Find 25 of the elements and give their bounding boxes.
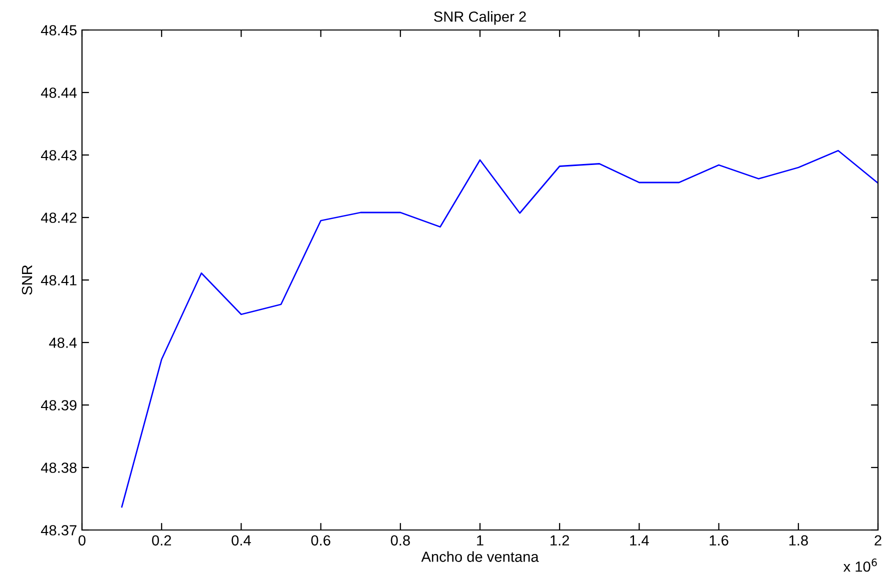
x-tick-label: 0.6 [311, 535, 330, 546]
y-tick-label: 48.43 [40, 150, 76, 160]
x-tick-label: 2 [874, 535, 882, 546]
y-axis-title: SNR [22, 265, 32, 295]
x-tick-label: 0.4 [232, 535, 251, 546]
line-series [121, 150, 878, 508]
y-tick-label: 48.38 [40, 462, 77, 473]
x-tick-label: 0.2 [152, 535, 172, 546]
y-tick-label: 48.39 [40, 400, 76, 410]
x-tick-label: 0 [78, 535, 86, 546]
y-tick-label: 48.42 [40, 212, 76, 223]
y-tick-label: 48.41 [40, 275, 76, 286]
x-tick-label: 1.4 [630, 535, 649, 546]
text: x 10$^{6}$ [843, 558, 877, 572]
x-tick-label: 0.8 [390, 535, 410, 546]
x-tick-label: 1.2 [550, 535, 570, 546]
y-tick-label: 48.37 [40, 525, 76, 536]
x-tick-label: 1 [477, 535, 484, 546]
y-tick-label: 48.4 [49, 338, 77, 348]
x-axis-title: Ancho de ventana [421, 551, 539, 562]
y-tick-label: 48.44 [40, 88, 77, 98]
x-tick-label: 1.6 [710, 535, 728, 546]
y-tick-label: 48.45 [40, 25, 77, 36]
chart-title: SNR Caliper 2 [434, 11, 526, 25]
x-tick-label: 1.8 [789, 535, 808, 546]
